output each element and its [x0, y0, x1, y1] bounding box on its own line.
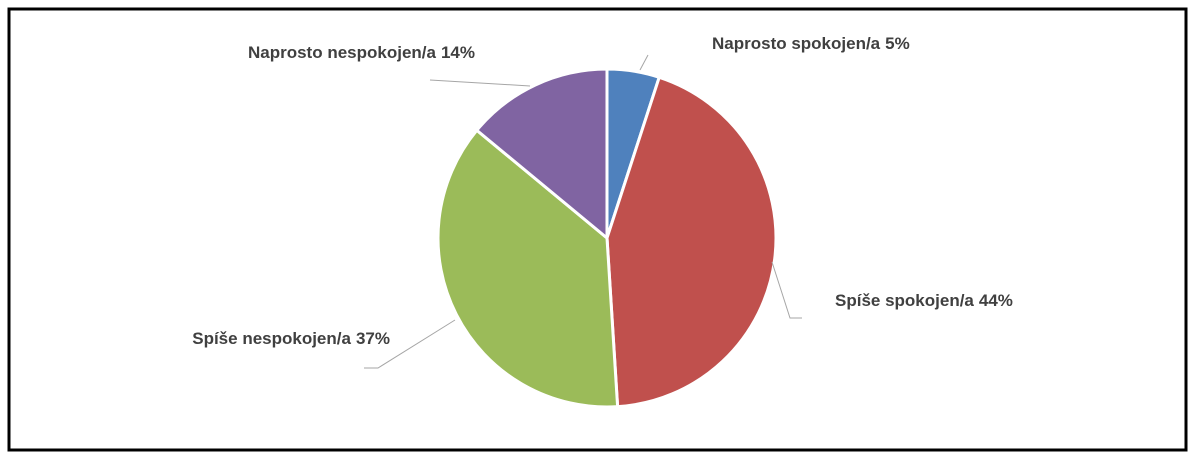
- value-label: 5%: [885, 34, 910, 53]
- pie-slice: [474, 67, 609, 242]
- value-label: 37%: [356, 329, 390, 348]
- data-label: Spíše spokojen/a 44%: [835, 291, 1013, 310]
- leader-line: [771, 261, 802, 319]
- leader-line: [364, 319, 456, 369]
- leader-line: [639, 54, 649, 71]
- category-label: Naprosto nespokojen/a: [248, 43, 437, 62]
- data-label: Naprosto nespokojen/a 14%: [248, 43, 475, 62]
- data-label: Naprosto spokojen/a 5%: [712, 34, 910, 53]
- pie-slice: [605, 75, 778, 409]
- value-label: 44%: [979, 291, 1013, 310]
- category-label: Spíše spokojen/a: [835, 291, 974, 310]
- category-label: Spíše nespokojen/a: [192, 329, 351, 348]
- value-label: 14%: [441, 43, 475, 62]
- category-label: Naprosto spokojen/a: [712, 34, 881, 53]
- leader-line: [429, 79, 531, 87]
- pie-slice: [436, 128, 620, 409]
- data-label: Spíše nespokojen/a 37%: [192, 329, 390, 348]
